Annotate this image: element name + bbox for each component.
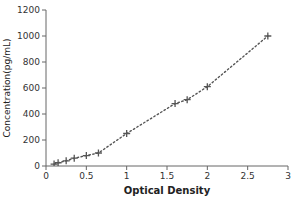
data-point bbox=[55, 159, 62, 166]
x-tick bbox=[86, 166, 87, 170]
y-tick-label: 1200 bbox=[17, 5, 40, 15]
y-tick-label: 800 bbox=[23, 57, 40, 67]
y-tick bbox=[42, 140, 46, 141]
x-tick-label: 0.5 bbox=[79, 171, 93, 181]
y-tick-label: 200 bbox=[23, 135, 40, 145]
data-point bbox=[184, 96, 191, 103]
x-tick bbox=[207, 166, 208, 170]
plot-area bbox=[51, 33, 272, 167]
x-tick bbox=[126, 166, 127, 170]
x-tick-label: 0 bbox=[43, 171, 49, 181]
data-point bbox=[71, 155, 78, 162]
x-tick-label: 1.5 bbox=[160, 171, 174, 181]
x-tick-label: 1 bbox=[124, 171, 130, 181]
x-tick-label: 2.5 bbox=[241, 171, 255, 181]
y-tick bbox=[42, 166, 46, 167]
y-tick-label: 400 bbox=[23, 109, 40, 119]
data-point bbox=[95, 150, 102, 157]
data-point bbox=[63, 157, 70, 164]
y-tick-label: 1000 bbox=[17, 31, 40, 41]
data-point bbox=[83, 152, 90, 159]
x-tick bbox=[46, 166, 47, 170]
y-tick bbox=[42, 36, 46, 37]
y-tick-label: 0 bbox=[34, 161, 40, 171]
data-point bbox=[172, 100, 179, 107]
x-axis-label: Optical Density bbox=[124, 185, 211, 196]
data-line bbox=[54, 36, 268, 164]
x-tick-label: 2 bbox=[204, 171, 210, 181]
y-tick bbox=[42, 10, 46, 11]
data-point bbox=[264, 33, 271, 40]
chart-container: 0 0.5 1 1.5 2 2.5 3 0 200 400 600 800 1000 1200 Optica… bbox=[0, 0, 300, 200]
data-point bbox=[204, 83, 211, 90]
y-tick bbox=[42, 62, 46, 63]
y-tick bbox=[42, 88, 46, 89]
data-point bbox=[123, 130, 130, 137]
x-tick bbox=[288, 166, 289, 170]
y-axis-label: Concentration(pg/mL) bbox=[2, 39, 12, 138]
x-tick-label: 3 bbox=[285, 171, 291, 181]
x-tick bbox=[247, 166, 248, 170]
chart-svg: 0 0.5 1 1.5 2 2.5 3 0 200 400 600 800 1000 1200 Optica… bbox=[0, 0, 300, 200]
y-tick-label: 600 bbox=[23, 83, 40, 93]
x-tick bbox=[167, 166, 168, 170]
y-tick bbox=[42, 114, 46, 115]
